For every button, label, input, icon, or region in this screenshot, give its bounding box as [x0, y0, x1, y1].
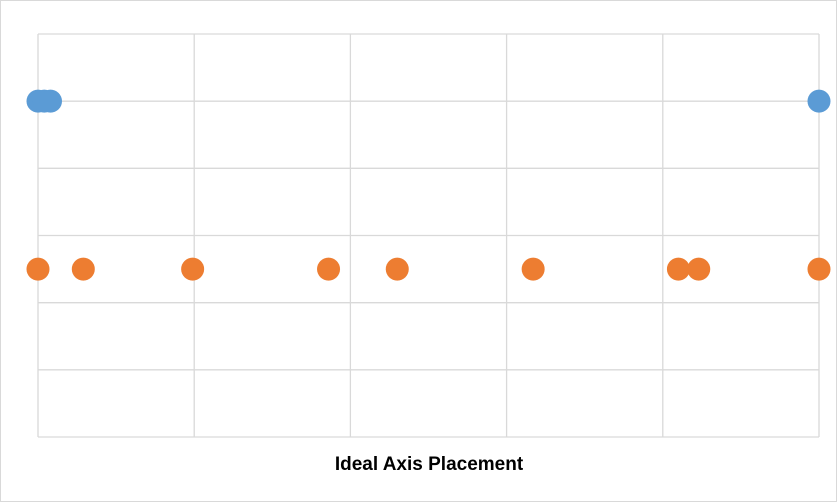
data-points: [26, 89, 831, 281]
series-2-point-3: [181, 257, 205, 281]
series-2-point-8: [687, 257, 711, 281]
series-2-point-7: [666, 257, 690, 281]
series-1-point-4: [807, 89, 831, 113]
series-2-point-5: [385, 257, 409, 281]
series-2-point-9: [807, 257, 831, 281]
horizontal-gridlines: [38, 33, 819, 438]
series-2-point-4: [317, 257, 341, 281]
series-1-point-3: [38, 89, 62, 113]
series-2-point-2: [71, 257, 95, 281]
series-2-point-1: [26, 257, 50, 281]
series-2-point-6: [521, 257, 545, 281]
x-axis-title: Ideal Axis Placement: [335, 454, 524, 475]
